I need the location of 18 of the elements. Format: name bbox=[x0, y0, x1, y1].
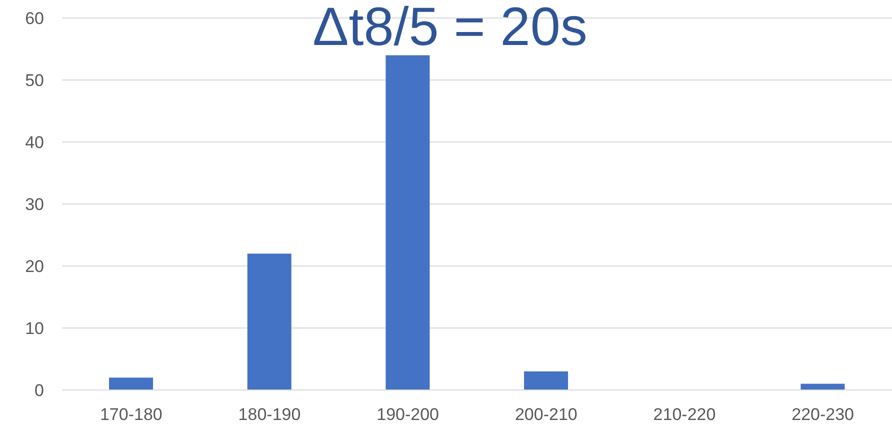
chart-title: Δt8/5 = 20s bbox=[312, 0, 588, 57]
y-tick-label: 10 bbox=[25, 319, 44, 338]
y-tick-label: 20 bbox=[25, 257, 44, 276]
y-tick-label: 30 bbox=[25, 195, 44, 214]
x-tick-label: 180-190 bbox=[238, 405, 301, 424]
bar bbox=[524, 371, 568, 390]
x-tick-label: 220-230 bbox=[792, 405, 854, 424]
bar bbox=[386, 55, 430, 390]
bar bbox=[247, 254, 292, 390]
bar bbox=[109, 378, 154, 390]
y-tick-label: 50 bbox=[25, 71, 44, 90]
y-tick-label: 0 bbox=[34, 381, 44, 400]
x-tick-label: 190-200 bbox=[376, 405, 440, 424]
y-tick-label: 60 bbox=[25, 9, 44, 28]
x-tick-label: 210-220 bbox=[653, 405, 716, 424]
x-tick-label: 170-180 bbox=[100, 405, 162, 424]
y-tick-label: 40 bbox=[25, 133, 44, 152]
x-tick-label: 200-210 bbox=[514, 405, 578, 424]
